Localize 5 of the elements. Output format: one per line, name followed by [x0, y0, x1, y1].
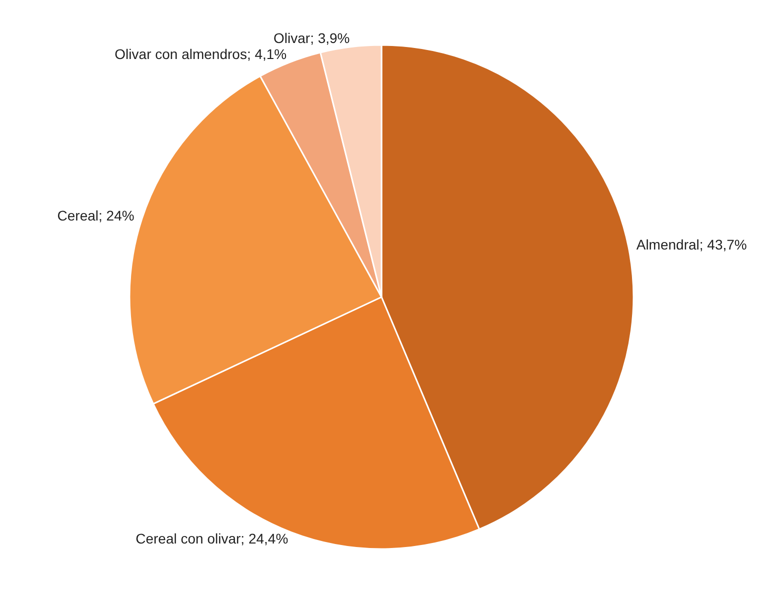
slice-label: Almendral; 43,7% [636, 236, 747, 253]
slice-label: Olivar; 3,9% [274, 30, 350, 46]
slice-label: Cereal con olivar; 24,4% [136, 530, 288, 547]
slice-label: Cereal; 24% [57, 207, 134, 224]
slice-label: Olivar con almendros; 4,1% [114, 46, 287, 62]
